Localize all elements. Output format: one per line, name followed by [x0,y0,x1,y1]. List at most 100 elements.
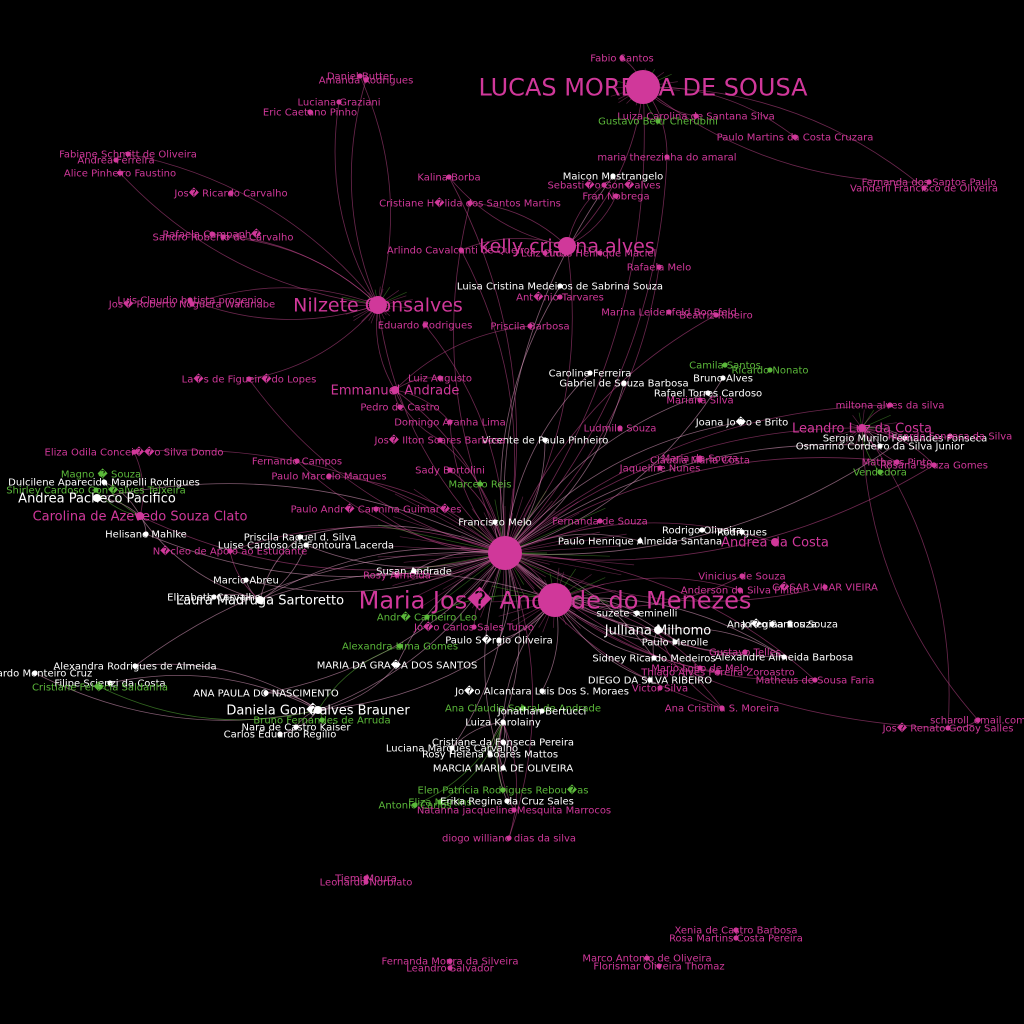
graph-node[interactable] [931,462,937,468]
graph-node[interactable] [542,437,548,443]
graph-node[interactable] [771,538,779,546]
graph-node[interactable] [697,665,703,671]
graph-node[interactable] [894,459,900,465]
graph-node[interactable] [619,55,625,61]
graph-node[interactable] [655,118,661,124]
graph-node[interactable] [471,624,477,630]
graph-node[interactable] [424,614,430,620]
graph-node[interactable] [113,157,119,163]
graph-node[interactable] [411,568,417,574]
graph-node[interactable] [437,799,443,805]
graph-node[interactable] [506,835,512,841]
graph-node[interactable] [713,312,719,318]
graph-node[interactable] [538,583,572,617]
graph-node[interactable] [693,113,699,119]
graph-node[interactable] [32,670,38,676]
graph-node[interactable] [542,250,548,256]
graph-node[interactable] [458,247,464,253]
graph-node[interactable] [921,185,927,191]
graph-node[interactable] [228,190,234,196]
graph-node[interactable] [500,739,506,745]
graph-node[interactable] [858,424,866,432]
graph-node[interactable] [715,669,721,675]
graph-node[interactable] [492,519,498,525]
graph-node[interactable] [397,643,403,649]
graph-node[interactable] [657,685,663,691]
graph-node[interactable] [319,717,325,723]
graph-node[interactable] [887,402,893,408]
graph-node[interactable] [739,529,745,535]
graph-node[interactable] [597,518,603,524]
graph-node[interactable] [437,437,443,443]
graph-node[interactable] [98,471,104,477]
graph-node[interactable] [705,390,711,396]
graph-node[interactable] [447,965,453,971]
graph-node[interactable] [422,322,428,328]
graph-node[interactable] [769,621,775,627]
graph-node[interactable] [739,419,745,425]
graph-node[interactable] [136,512,144,520]
graph-node[interactable] [739,573,745,579]
graph-node[interactable] [125,151,131,157]
graph-node[interactable] [520,705,526,711]
graph-node[interactable] [363,77,369,83]
graph-node[interactable] [539,708,545,714]
graph-node[interactable] [722,362,728,368]
graph-node[interactable] [394,662,400,668]
graph-node[interactable] [394,572,400,578]
graph-node[interactable] [527,323,533,329]
graph-node[interactable] [945,725,951,731]
graph-node[interactable] [263,690,269,696]
graph-node[interactable] [227,548,233,554]
graph-node[interactable] [397,404,403,410]
graph-node[interactable] [792,134,798,140]
graph-node[interactable] [767,367,773,373]
graph-node[interactable] [719,705,725,711]
graph-node[interactable] [446,174,452,180]
graph-node[interactable] [812,677,818,683]
graph-node[interactable] [487,751,493,757]
graph-node[interactable] [256,596,264,604]
graph-node[interactable] [209,231,215,237]
graph-node[interactable] [644,955,650,961]
graph-node[interactable] [132,663,138,669]
graph-node[interactable] [877,469,883,475]
graph-node[interactable] [246,376,252,382]
graph-node[interactable] [656,963,662,969]
graph-node[interactable] [447,467,453,473]
graph-node[interactable] [504,798,510,804]
graph-node[interactable] [654,626,662,634]
graph-node[interactable] [93,487,99,493]
graph-node[interactable] [557,283,563,289]
graph-node[interactable] [647,677,653,683]
graph-node[interactable] [294,458,300,464]
graph-node[interactable] [211,594,217,600]
graph-node[interactable] [877,443,883,449]
graph-node[interactable] [467,200,473,206]
graph-node[interactable] [488,536,522,570]
graph-node[interactable] [357,73,363,79]
graph-node[interactable] [412,802,418,808]
graph-node[interactable] [587,370,593,376]
graph-node[interactable] [539,688,545,694]
graph-node[interactable] [737,587,743,593]
graph-node[interactable] [558,237,576,255]
graph-node[interactable] [697,397,703,403]
graph-node[interactable] [293,724,299,730]
graph-node[interactable] [314,706,322,714]
graph-node[interactable] [601,182,607,188]
graph-node[interactable] [363,879,369,885]
graph-node[interactable] [511,807,517,813]
graph-node[interactable] [822,584,828,590]
graph-node[interactable] [307,109,313,115]
graph-node[interactable] [336,99,342,105]
graph-node[interactable] [93,494,101,502]
graph-node[interactable] [733,935,739,941]
graph-node[interactable] [626,70,660,104]
graph-node[interactable] [975,717,981,723]
graph-node[interactable] [97,684,103,690]
graph-node[interactable] [243,577,249,583]
graph-node[interactable] [220,234,226,240]
graph-node[interactable] [651,655,657,661]
graph-node[interactable] [637,538,643,544]
